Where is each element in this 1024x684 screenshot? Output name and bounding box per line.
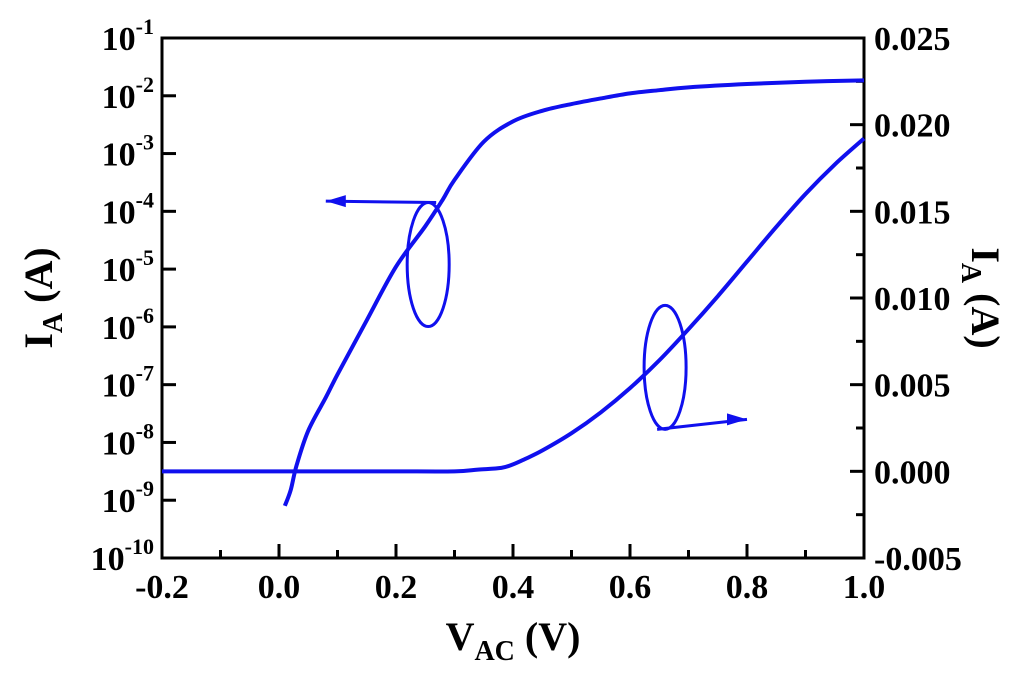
right-y-tick-label: -0.005 [874,541,962,578]
left-y-tick-label: 10-10 [91,534,154,578]
x-tick-label: 0.2 [375,569,418,606]
x-axis-title: VAC (V) [446,614,581,667]
left-y-tick-label: 10-5 [102,245,154,289]
right-y-tick-label: 0.010 [874,281,951,318]
left-y-axis-ticks: 10-1 10-2 10-3 10-4 10-5 10-6 10-7 10-8 10-9 10-1… [91,14,176,578]
left-y-tick-label: 10-8 [102,418,154,462]
left-y-tick-label: 10-7 [102,361,154,405]
left-y-axis-title: IA (A) [16,247,69,348]
x-tick-label: -0.2 [135,569,189,606]
series-layer [162,78,866,507]
right-y-tick-label: 0.025 [874,21,951,58]
x-tick-label: 0.8 [726,569,769,606]
right-y-axis-title: IA (A) [955,247,1008,348]
right-axis-indicator [642,303,748,431]
x-tick-label: 0.4 [492,569,535,606]
x-tick-label: 0.6 [609,569,652,606]
right-y-axis-ticks: 0.025 0.020 0.015 0.010 0.005 0.000 -0.005 [850,21,962,578]
left-y-tick-label: 10-6 [102,303,154,347]
right-y-tick-label: 0.015 [874,194,951,231]
left-axis-indicator [325,195,451,329]
indicator-arrow-head [325,195,346,208]
right-y-tick-label: 0.005 [874,368,951,405]
right-y-tick-label: 0.020 [874,108,951,145]
x-tick-label: 1.0 [843,569,886,606]
x-axis-ticks: -0.2 0.0 0.2 0.4 0.6 0.8 1.0 [135,544,885,606]
indicator-arrow-head [727,413,747,426]
right-y-tick-label: 0.000 [874,454,951,491]
x-tick-label: 0.0 [258,569,301,606]
annotation-layer [325,195,748,431]
log-current-curve [282,78,865,507]
left-y-tick-label: 10-1 [102,14,154,58]
left-y-tick-label: 10-3 [102,130,154,174]
left-y-tick-label: 10-9 [102,476,154,520]
linear-current-curve [162,137,866,474]
left-y-tick-label: 10-4 [102,187,154,231]
left-y-tick-label: 10-2 [102,72,154,116]
